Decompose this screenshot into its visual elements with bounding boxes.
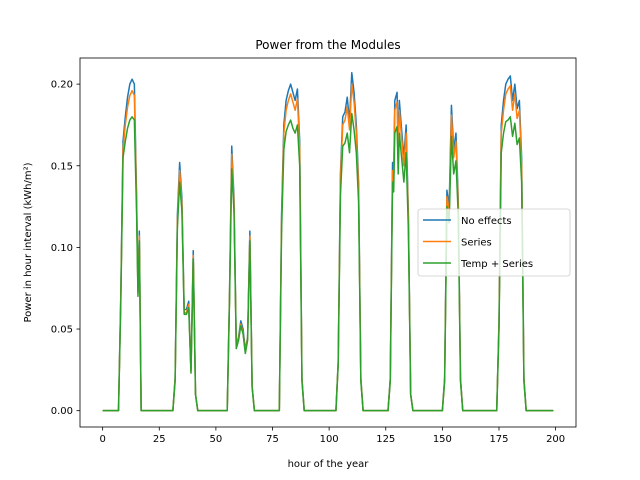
y-tick-label: 0.15 <box>51 161 73 172</box>
x-tick-label: 50 <box>210 434 223 445</box>
legend-label-1: No effects <box>461 216 512 227</box>
x-axis-label: hour of the year <box>288 459 370 470</box>
y-tick-label: 0.20 <box>51 80 73 91</box>
y-axis: 0.00 0.05 0.10 0.15 0.20 <box>51 80 80 417</box>
x-tick-label: 175 <box>489 434 508 445</box>
legend-box <box>417 208 571 277</box>
y-axis-label: Power in hour interval (kWh/m²) <box>23 162 34 322</box>
legend: No effects Series Temp + Series <box>417 208 571 277</box>
x-tick-label: 125 <box>376 434 395 445</box>
x-axis: 0 25 50 75 100 125 150 175 200 <box>99 427 565 445</box>
legend-label-2: Series <box>461 238 492 249</box>
y-tick-label: 0.05 <box>51 325 73 336</box>
chart-title: Power from the Modules <box>255 38 400 52</box>
y-tick-label: 0.00 <box>51 406 73 417</box>
x-tick-label: 75 <box>266 434 279 445</box>
x-tick-label: 200 <box>546 434 565 445</box>
x-tick-label: 100 <box>320 434 339 445</box>
plot-frame <box>79 57 577 428</box>
x-tick-label: 25 <box>153 434 166 445</box>
x-tick-label: 150 <box>433 434 452 445</box>
x-tick-label: 0 <box>99 434 105 445</box>
legend-label-3: Temp + Series <box>460 259 533 270</box>
y-tick-label: 0.10 <box>51 243 73 254</box>
